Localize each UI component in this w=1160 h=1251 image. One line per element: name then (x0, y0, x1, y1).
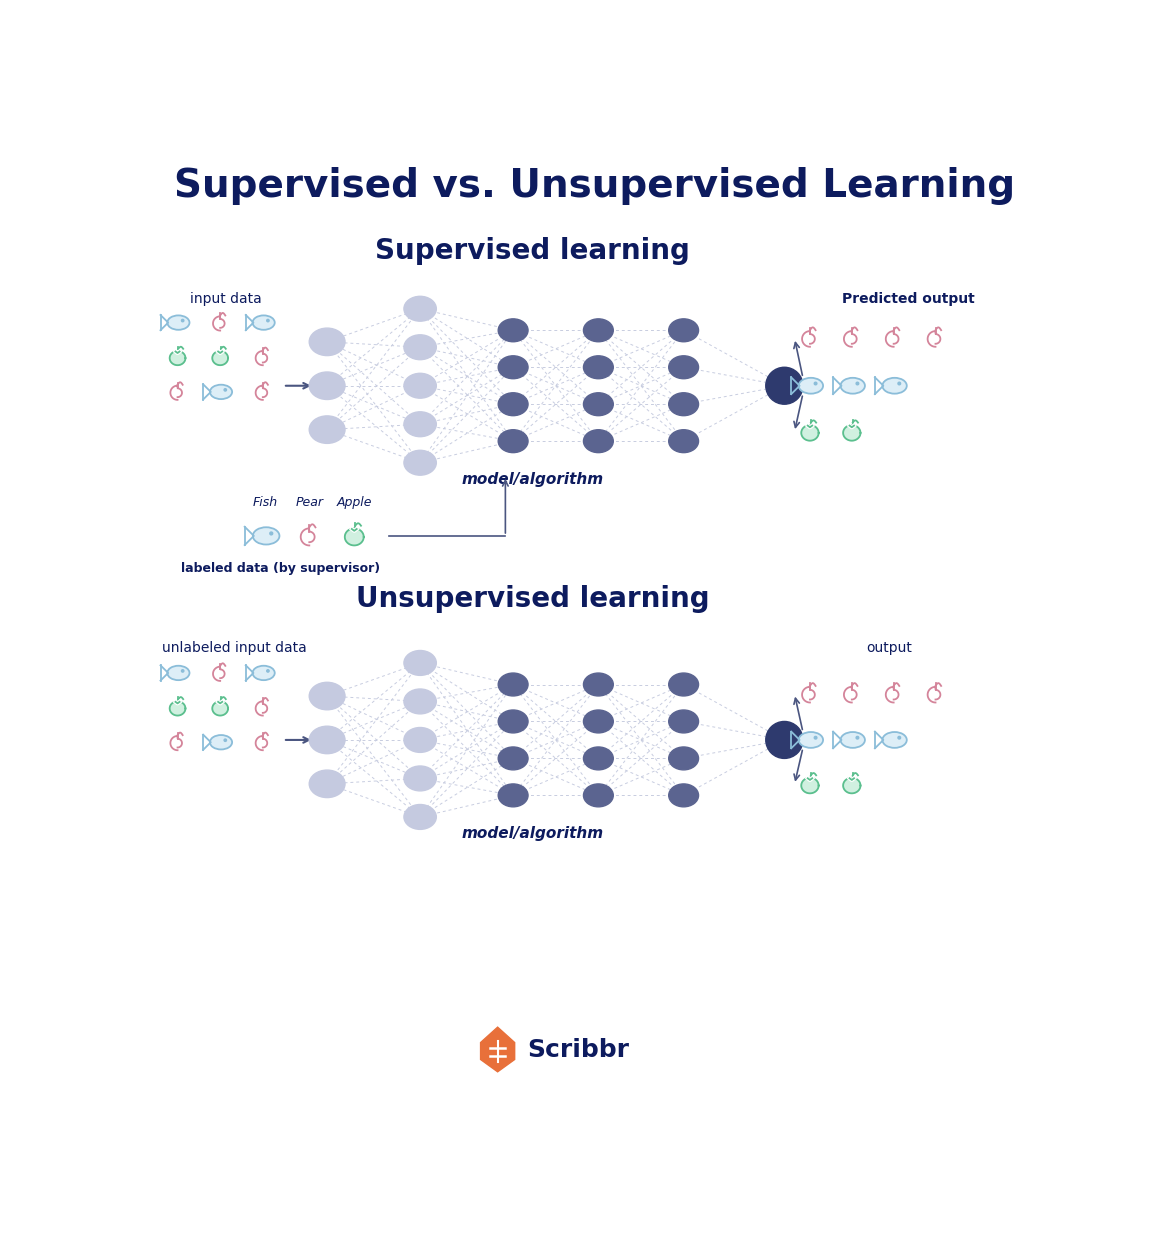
Ellipse shape (668, 747, 698, 769)
Ellipse shape (883, 378, 907, 394)
Ellipse shape (668, 711, 698, 733)
Ellipse shape (883, 732, 907, 748)
Text: input data: input data (190, 291, 262, 305)
Ellipse shape (668, 319, 698, 342)
Polygon shape (212, 702, 229, 716)
Ellipse shape (310, 328, 345, 355)
Polygon shape (802, 425, 819, 440)
Ellipse shape (253, 527, 280, 544)
Polygon shape (345, 528, 364, 545)
Polygon shape (802, 778, 819, 793)
Text: Supervised vs. Unsupervised Learning: Supervised vs. Unsupervised Learning (174, 166, 1015, 205)
Circle shape (898, 383, 900, 385)
Ellipse shape (799, 732, 824, 748)
Ellipse shape (404, 296, 436, 322)
Ellipse shape (253, 666, 275, 681)
Ellipse shape (668, 355, 698, 379)
Ellipse shape (253, 315, 275, 330)
Circle shape (766, 722, 803, 758)
Ellipse shape (310, 682, 345, 709)
Polygon shape (843, 778, 861, 793)
Circle shape (224, 739, 226, 742)
Ellipse shape (404, 450, 436, 475)
Ellipse shape (583, 747, 614, 769)
Ellipse shape (668, 430, 698, 453)
Ellipse shape (668, 784, 698, 807)
Ellipse shape (404, 335, 436, 360)
Text: model/algorithm: model/algorithm (462, 472, 603, 487)
Ellipse shape (498, 711, 528, 733)
Circle shape (224, 389, 226, 392)
Ellipse shape (583, 711, 614, 733)
Circle shape (856, 737, 858, 739)
Circle shape (814, 737, 817, 739)
Ellipse shape (310, 372, 345, 399)
Ellipse shape (498, 393, 528, 415)
Ellipse shape (583, 430, 614, 453)
Text: Supervised learning: Supervised learning (375, 236, 690, 265)
Ellipse shape (404, 728, 436, 752)
Circle shape (181, 319, 183, 322)
Polygon shape (843, 425, 861, 440)
Text: Fish: Fish (253, 497, 277, 509)
Ellipse shape (404, 804, 436, 829)
Polygon shape (480, 1027, 515, 1072)
Ellipse shape (583, 355, 614, 379)
Ellipse shape (668, 393, 698, 415)
Ellipse shape (498, 673, 528, 696)
Ellipse shape (498, 355, 528, 379)
Ellipse shape (498, 430, 528, 453)
Polygon shape (212, 352, 229, 365)
Ellipse shape (498, 747, 528, 769)
Ellipse shape (799, 378, 824, 394)
Circle shape (814, 383, 817, 385)
Circle shape (270, 532, 273, 535)
Ellipse shape (404, 689, 436, 714)
Circle shape (181, 669, 183, 672)
Ellipse shape (310, 726, 345, 753)
Circle shape (856, 383, 858, 385)
Ellipse shape (668, 673, 698, 696)
Polygon shape (169, 702, 186, 716)
Ellipse shape (404, 373, 436, 398)
Ellipse shape (310, 771, 345, 798)
Ellipse shape (404, 412, 436, 437)
Ellipse shape (498, 319, 528, 342)
Text: Unsupervised learning: Unsupervised learning (356, 585, 709, 613)
Ellipse shape (404, 766, 436, 791)
Ellipse shape (583, 319, 614, 342)
Circle shape (267, 319, 269, 322)
Text: Scribbr: Scribbr (527, 1038, 629, 1062)
Ellipse shape (210, 385, 232, 399)
Ellipse shape (167, 315, 189, 330)
Ellipse shape (583, 393, 614, 415)
Circle shape (898, 737, 900, 739)
Text: model/algorithm: model/algorithm (462, 827, 603, 842)
Ellipse shape (583, 673, 614, 696)
Ellipse shape (583, 784, 614, 807)
Ellipse shape (310, 415, 345, 443)
Ellipse shape (404, 651, 436, 676)
Polygon shape (169, 352, 186, 365)
Text: Apple: Apple (336, 497, 372, 509)
Ellipse shape (841, 732, 865, 748)
Text: output: output (867, 641, 912, 654)
Ellipse shape (210, 736, 232, 749)
Text: unlabeled input data: unlabeled input data (161, 641, 306, 654)
Circle shape (267, 669, 269, 672)
Circle shape (766, 368, 803, 404)
Ellipse shape (498, 784, 528, 807)
Ellipse shape (167, 666, 189, 681)
Text: labeled data (by supervisor): labeled data (by supervisor) (181, 563, 380, 575)
Text: Predicted output: Predicted output (842, 291, 974, 305)
Text: Pear: Pear (296, 497, 324, 509)
Ellipse shape (841, 378, 865, 394)
